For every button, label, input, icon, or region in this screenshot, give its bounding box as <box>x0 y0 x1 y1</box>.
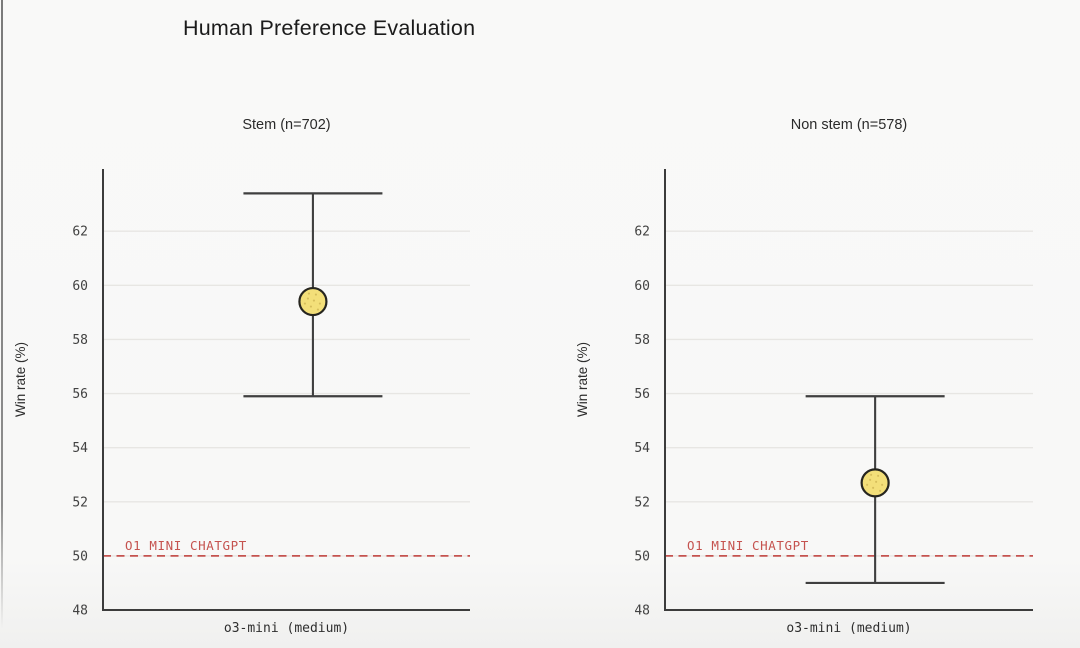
x-tick-label: o3-mini (medium) <box>224 621 349 636</box>
marker-speckle <box>309 305 312 308</box>
y-tick-label: 52 <box>72 495 88 510</box>
data-point-marker <box>298 286 328 317</box>
data-point-marker <box>860 468 890 498</box>
marker-speckle <box>875 480 878 483</box>
y-tick-label: 58 <box>72 333 88 348</box>
marker-speckle <box>307 292 310 295</box>
page-title: Human Preference Evaluation <box>183 16 476 40</box>
y-tick-label: 60 <box>72 279 88 294</box>
marker-speckle <box>312 299 315 302</box>
marker-speckle <box>870 473 873 476</box>
subplot-title: Stem (n=702) <box>242 117 330 133</box>
y-tick-label: 62 <box>72 225 88 240</box>
y-tick-label: 52 <box>634 495 650 510</box>
baseline-label: O1 MINI CHATGPT <box>125 538 247 553</box>
y-tick-label: 54 <box>72 441 88 456</box>
y-tick-label: 56 <box>72 387 88 402</box>
x-tick-label: o3-mini (medium) <box>786 621 911 636</box>
y-axis-title: Win rate (%) <box>13 342 28 417</box>
y-tick-label: 56 <box>634 387 650 402</box>
y-tick-label: 58 <box>634 333 650 348</box>
baseline-label: O1 MINI CHATGPT <box>687 538 809 553</box>
left-edge-line <box>1 0 3 648</box>
marker-speckle <box>879 489 882 492</box>
y-tick-label: 50 <box>72 549 88 564</box>
marker-speckle <box>303 302 306 305</box>
marker-speckle <box>316 308 319 311</box>
marker-speckle <box>306 297 309 300</box>
y-tick-label: 54 <box>634 441 650 456</box>
marker-speckle <box>314 293 317 296</box>
y-tick-label: 50 <box>634 549 650 564</box>
y-axis-title: Win rate (%) <box>575 342 590 417</box>
marker-speckle <box>881 483 884 486</box>
subplot-title: Non stem (n=578) <box>791 117 907 133</box>
y-tick-label: 62 <box>634 225 650 240</box>
marker-speckle <box>869 478 872 481</box>
y-tick-label: 48 <box>634 604 650 619</box>
y-tick-label: 60 <box>634 279 650 294</box>
marker-speckle <box>866 483 869 486</box>
marker-speckle <box>877 474 880 477</box>
marker-speckle <box>318 302 321 305</box>
y-tick-label: 48 <box>72 604 88 619</box>
marker-speckle <box>872 486 875 489</box>
